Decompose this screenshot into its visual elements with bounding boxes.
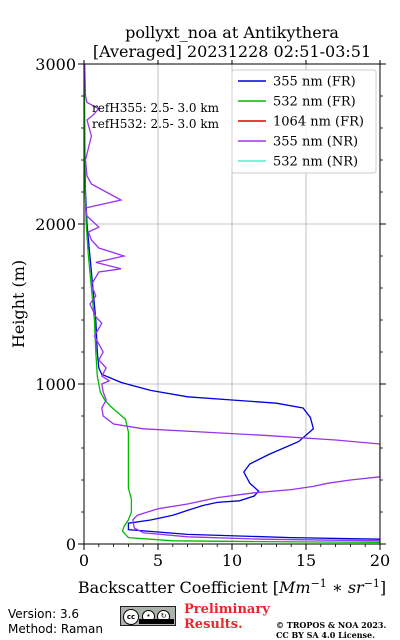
series-line-1 bbox=[84, 64, 380, 544]
cc-icon: cc bbox=[123, 609, 139, 625]
series-layer bbox=[84, 64, 380, 544]
legend-entry-label: 532 nm (NR) bbox=[273, 155, 358, 170]
axis-ticks: 0 5 10 15 20 0 1000 2000 3000 bbox=[35, 55, 390, 570]
series-line-3 bbox=[84, 64, 380, 542]
annotation-refh532: refH532: 2.5- 3.0 km bbox=[92, 117, 220, 131]
chart-title-line2: [Averaged] 20231228 02:51-03:51 bbox=[93, 42, 371, 61]
x-axis-title-text: Backscatter Coefficient [ bbox=[78, 578, 279, 597]
x-axis-title: Backscatter Coefficient [Mm−1 ∗ sr−1] bbox=[78, 577, 386, 597]
x-tick-label: 20 bbox=[370, 551, 390, 570]
annotation-refh355: refH355: 2.5- 3.0 km bbox=[92, 101, 220, 115]
y-axis-title: Height (m) bbox=[9, 260, 28, 348]
plot-frame bbox=[83, 63, 381, 545]
x-tick-label: 5 bbox=[153, 551, 163, 570]
y-tick-label: 3000 bbox=[35, 55, 76, 74]
legend-entry-label: 355 nm (NR) bbox=[273, 135, 358, 150]
copyright-label: © TROPOS & NOA 2023. CC BY SA 4.0 Licens… bbox=[276, 620, 387, 640]
version-label: Version: 3.6 bbox=[8, 607, 80, 621]
cc-license-badge: cc • ↻ bbox=[120, 606, 176, 626]
legend-entry-label: 532 nm (FR) bbox=[273, 95, 356, 110]
method-label: Method: Raman bbox=[8, 622, 103, 636]
legend: 355 nm (FR) 532 nm (FR) 1064 nm (FR) 355 nm… bbox=[231, 69, 377, 174]
x-tick-label: 10 bbox=[222, 551, 242, 570]
x-tick-label: 0 bbox=[79, 551, 89, 570]
legend-entry-label: 1064 nm (FR) bbox=[273, 115, 364, 130]
preliminary-results-label: Preliminary Results. bbox=[184, 602, 270, 632]
y-tick-label: 0 bbox=[66, 535, 76, 554]
legend-box bbox=[231, 69, 377, 174]
chart-title-line1: pollyxt_noa at Antikythera bbox=[125, 23, 339, 42]
y-tick-label: 2000 bbox=[35, 215, 76, 234]
y-tick-label: 1000 bbox=[35, 375, 76, 394]
x-tick-label: 15 bbox=[296, 551, 316, 570]
badge-strip bbox=[139, 619, 174, 624]
legend-entry-label: 355 nm (FR) bbox=[273, 75, 356, 90]
